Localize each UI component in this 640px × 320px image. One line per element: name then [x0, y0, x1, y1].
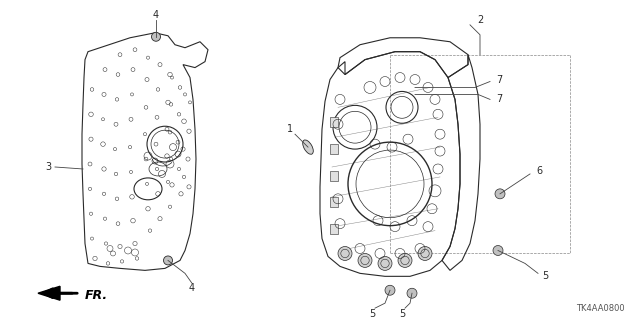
Circle shape [163, 256, 173, 265]
Text: 5: 5 [542, 271, 548, 281]
Text: TK4AA0800: TK4AA0800 [577, 304, 625, 313]
Circle shape [152, 32, 161, 41]
Text: FR.: FR. [85, 289, 108, 302]
Text: 2: 2 [477, 15, 483, 25]
Bar [330, 144, 338, 154]
Text: 5: 5 [369, 309, 375, 319]
Bar [330, 224, 338, 234]
Polygon shape [38, 286, 60, 300]
FancyArrowPatch shape [46, 290, 77, 297]
Text: 4: 4 [153, 10, 159, 20]
Circle shape [398, 253, 412, 268]
Circle shape [418, 246, 432, 260]
Ellipse shape [303, 140, 314, 154]
Circle shape [495, 189, 505, 199]
Text: 6: 6 [536, 166, 542, 176]
Bar [330, 117, 338, 127]
Circle shape [407, 288, 417, 298]
Circle shape [378, 256, 392, 270]
Circle shape [385, 285, 395, 295]
Text: 7: 7 [496, 75, 502, 84]
Circle shape [338, 246, 352, 260]
Text: 1: 1 [287, 124, 293, 134]
Text: 5: 5 [399, 309, 405, 319]
Text: 4: 4 [189, 283, 195, 293]
Bar [330, 171, 338, 181]
Circle shape [493, 245, 503, 255]
Circle shape [358, 253, 372, 268]
Text: 3: 3 [45, 162, 51, 172]
Text: 7: 7 [496, 94, 502, 104]
Bar [330, 197, 338, 207]
